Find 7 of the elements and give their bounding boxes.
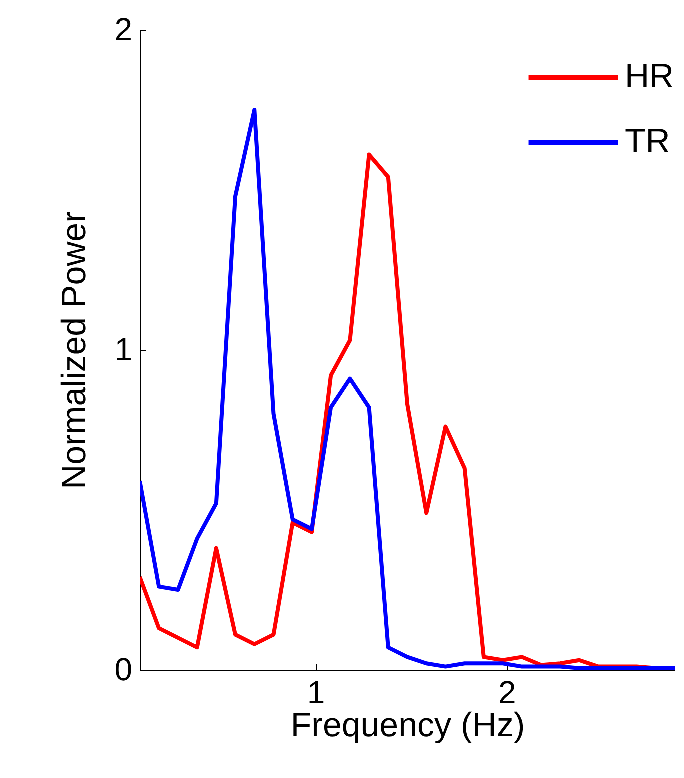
x-axis-title: Frequency (Hz): [290, 706, 526, 744]
y-tick-label: 2: [114, 12, 132, 48]
y-axis-title: Normalized Power: [56, 212, 94, 490]
legend-label: HR: [625, 58, 674, 96]
legend-label: TR: [625, 122, 670, 160]
y-tick-label: 1: [114, 332, 132, 368]
y-tick-label: 0: [114, 652, 132, 688]
